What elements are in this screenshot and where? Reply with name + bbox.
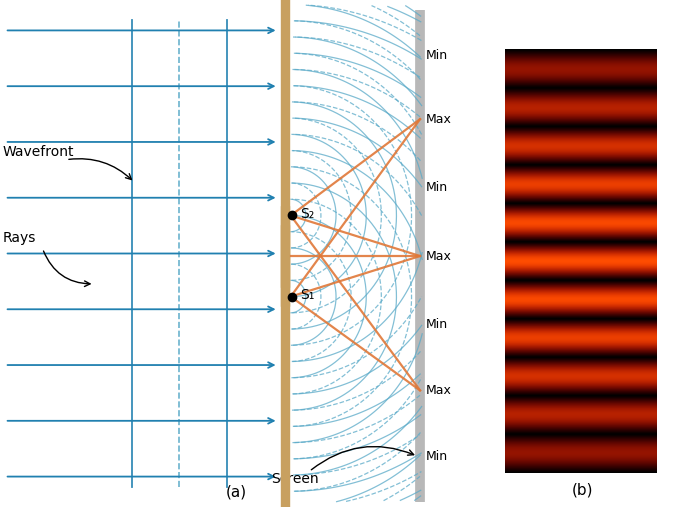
Text: S₂: S₂ [300, 207, 314, 221]
Text: Max: Max [426, 249, 452, 263]
Text: Max: Max [426, 113, 452, 126]
Text: Min: Min [426, 450, 449, 463]
Text: Wavefront: Wavefront [2, 145, 74, 159]
Text: Screen: Screen [271, 472, 319, 486]
Text: S₁: S₁ [300, 288, 315, 302]
Text: Rays: Rays [2, 231, 36, 245]
Text: (b): (b) [571, 482, 593, 497]
Text: Min: Min [426, 49, 449, 62]
Text: Min: Min [426, 181, 449, 194]
Text: (a): (a) [225, 485, 247, 500]
Text: Min: Min [426, 318, 449, 331]
Text: Max: Max [426, 384, 452, 397]
